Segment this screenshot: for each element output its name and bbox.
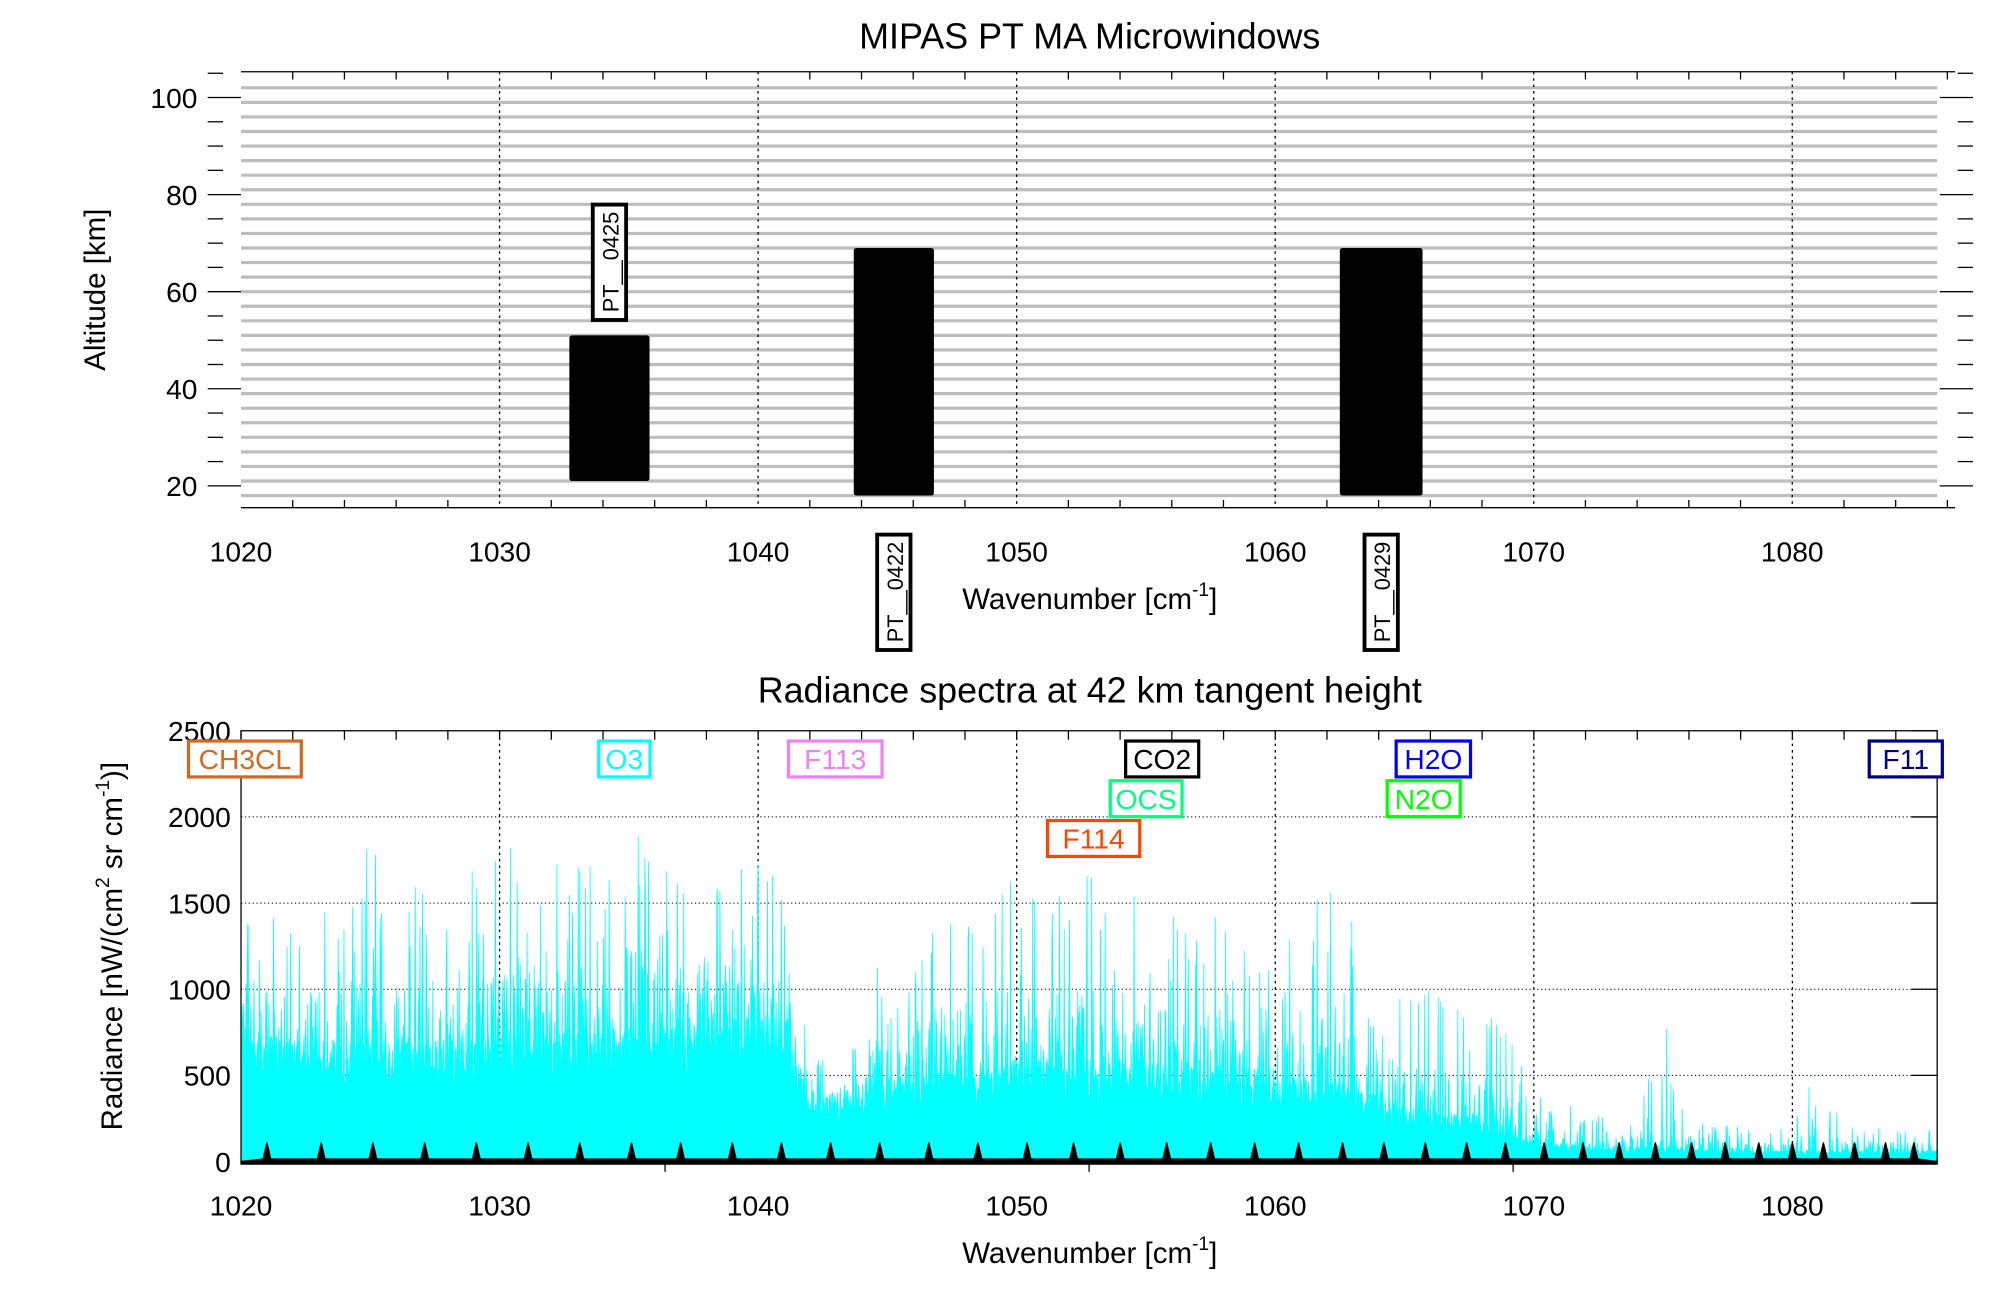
bottom-y-axis-label: Radiance [nW/(cm2 sr cm-1)]: [93, 762, 129, 1130]
microwindow-label-box: [875, 532, 913, 652]
x-tick-label: 1030: [468, 1189, 531, 1221]
spectrum-area: [240, 836, 1938, 1162]
y-tick-label: 1000: [168, 973, 231, 1005]
legend-box: [597, 739, 652, 779]
legend-label: O3: [606, 743, 644, 775]
microwindow-label: PT__0429: [1370, 542, 1395, 643]
legend-item-f113: F113: [786, 739, 884, 779]
top-axes: 1020 1030 1040 1050 1060 1070 1080 20 40 60 80 100: [150, 71, 1974, 568]
legend-label: CH3CL: [199, 743, 291, 775]
legend-box: [786, 739, 884, 779]
legend-item-n2o: N2O: [1385, 779, 1462, 819]
legend-item-h2o: H2O: [1394, 739, 1473, 779]
y-tick-label: 20: [166, 470, 197, 502]
y-tick-label: 80: [166, 179, 197, 211]
microwindow-label: PT__0422: [883, 542, 908, 643]
legend: CH3CL O3 F113 CO2 OCS F114 H2O N2O F11: [186, 739, 1944, 859]
legend-label: F113: [804, 743, 866, 775]
legend-label: H2O: [1404, 743, 1462, 775]
microwindows-panel: MIPAS PT MA Microwindows PT__0425PT__042…: [79, 17, 1974, 652]
x-tick-label: 1070: [1502, 1189, 1565, 1221]
top-grid: [241, 71, 1938, 508]
y-tick-label: 100: [150, 82, 197, 114]
legend-box: [1394, 739, 1473, 779]
y-tick-label: 1500: [168, 887, 231, 919]
legend-box: [1124, 739, 1201, 779]
y-tick-label: 500: [184, 1060, 231, 1092]
legend-box: [1108, 779, 1184, 819]
y-tick-label: 40: [166, 373, 197, 405]
x-tick-label: 1080: [1761, 536, 1824, 568]
bottom-x-axis-label: Wavenumber [cm-1]: [962, 1234, 1217, 1270]
y-tick-label: 2000: [168, 801, 231, 833]
legend-item-ocs: OCS: [1108, 779, 1184, 819]
legend-item-o3: O3: [597, 739, 652, 779]
x-tick-label: 1020: [210, 536, 273, 568]
x-tick-label: 1050: [985, 1189, 1048, 1221]
microwindow-bar-PT__0429: [1339, 247, 1423, 496]
legend-label: F11: [1883, 743, 1929, 775]
microwindow-bar-PT__0425: [569, 335, 650, 481]
x-tick-label: 1080: [1761, 1189, 1824, 1221]
microwindow-bars: PT__0425 PT__0422 PT__0429: [569, 202, 1423, 652]
x-tick-label: 1030: [468, 536, 531, 568]
x-tick-label: 1040: [727, 1189, 790, 1221]
legend-box: [1385, 779, 1462, 819]
legend-label: OCS: [1116, 783, 1177, 815]
x-tick-label: 1070: [1502, 536, 1565, 568]
legend-label: F114: [1063, 823, 1125, 855]
microwindow-label-box: [1362, 532, 1400, 652]
y-tick-label: 60: [166, 276, 197, 308]
legend-box: [186, 739, 303, 779]
legend-item-ch3cl: CH3CL: [186, 739, 303, 779]
legend-item-f11: F11: [1867, 739, 1944, 779]
top-y-axis-label: Altitude [km]: [79, 209, 112, 371]
legend-item-f114: F114: [1045, 818, 1142, 859]
x-tick-label: 1040: [727, 536, 790, 568]
top-x-axis-label: Wavenumber [cm-1]: [962, 580, 1217, 616]
x-tick-label: 1050: [985, 536, 1048, 568]
legend-box: [1867, 739, 1944, 779]
microwindow-label: PT__0425: [598, 212, 623, 313]
y-tick-label: 0: [215, 1146, 231, 1178]
legend-item-co2: CO2: [1124, 739, 1201, 779]
x-tick-label: 1060: [1244, 1189, 1307, 1221]
x-tick-label: 1020: [210, 1189, 273, 1221]
legend-box: [1045, 818, 1142, 859]
radiance-panel: Radiance spectra at 42 km tangent height…: [93, 671, 1944, 1270]
legend-label: N2O: [1395, 783, 1453, 815]
legend-label: CO2: [1133, 743, 1191, 775]
microwindow-label-box: [590, 202, 629, 322]
top-chart-title: MIPAS PT MA Microwindows: [859, 17, 1320, 57]
microwindow-bar-PT__0422: [853, 247, 934, 496]
x-tick-label: 1060: [1244, 536, 1307, 568]
bottom-chart-title: Radiance spectra at 42 km tangent height: [758, 671, 1422, 711]
bottom-axes: 1020 1030 1040 1050 1060 1070 1080 0 500 1000 1500…: [168, 715, 1938, 1221]
